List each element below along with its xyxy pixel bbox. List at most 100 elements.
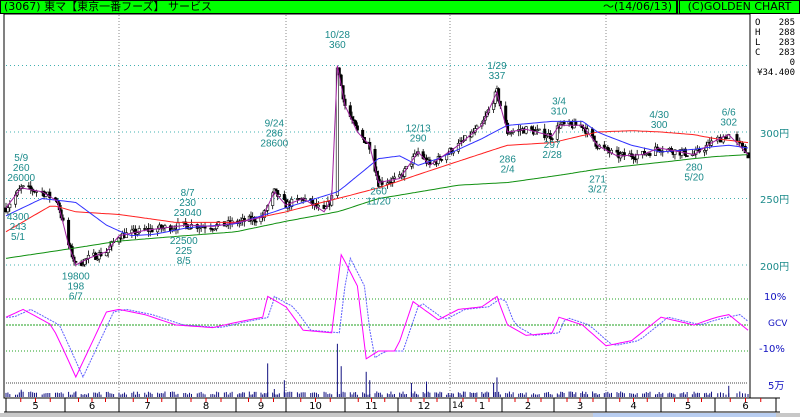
ma-fast-line	[5, 65, 749, 266]
candle-body	[380, 180, 384, 185]
candle-body	[509, 132, 513, 134]
price-annotation: 2/4	[501, 165, 515, 176]
axis-label-gcv-minus10: -10%	[759, 344, 785, 355]
candle-body	[203, 226, 207, 229]
candle-body	[550, 138, 554, 140]
candle-body	[209, 227, 213, 230]
price-annotation: 4/30	[649, 110, 669, 121]
axis-label-gcv: GCV	[768, 319, 788, 329]
candle-body	[34, 191, 38, 193]
candle-body	[150, 228, 154, 233]
month-label: 1	[479, 401, 485, 412]
price-annotation: 302	[720, 117, 737, 128]
copyright: (C)GOLDEN CHART	[687, 0, 792, 13]
gcv-line	[5, 253, 749, 379]
month-label: 6	[89, 401, 95, 412]
candle-body	[602, 144, 606, 148]
candle-body	[631, 156, 635, 160]
candle-body	[137, 228, 141, 234]
candle-body	[398, 174, 402, 178]
price-annotation: 225	[175, 246, 192, 257]
price-annotation: 11/20	[366, 197, 391, 208]
ma-short-line	[5, 120, 749, 237]
price-annotation: 23040	[174, 208, 202, 219]
candle-body	[389, 181, 393, 184]
candle-body	[440, 159, 444, 161]
candle-body	[277, 194, 281, 197]
month-label: 12	[418, 401, 431, 412]
axis-label-gcv-10: 10%	[764, 292, 787, 303]
candle-body	[537, 128, 541, 131]
candle-body	[222, 221, 226, 227]
gcv-signal-line	[6, 256, 749, 379]
candle-body	[104, 252, 108, 257]
month-label: 11	[365, 401, 378, 412]
candle-body	[743, 145, 747, 154]
candle-body	[117, 237, 121, 243]
low-value: 283	[778, 38, 795, 48]
candle-body	[130, 229, 134, 234]
candle-body	[197, 227, 201, 230]
price-annotation: 22500	[170, 236, 198, 247]
candle-body	[633, 158, 637, 161]
close-label: C	[755, 48, 761, 58]
month-label: 5	[32, 401, 38, 412]
candle-body	[492, 102, 496, 110]
price-annotation: 2/28	[542, 150, 562, 161]
candle-body	[475, 125, 479, 129]
ohlc-panel: O 285 H 288 L 283 C 283 0 ¥34.400	[755, 18, 795, 78]
candle-body	[355, 125, 359, 131]
price-annotation: 260	[13, 163, 30, 174]
price-annotation: 6/6	[722, 107, 736, 118]
stock-title: (3067) 東マ【東京一番フーズ】 サービス	[4, 0, 213, 13]
candle-body	[341, 85, 345, 100]
price-annotation: 1/29	[487, 61, 507, 72]
close-value: 283	[778, 48, 795, 58]
candle-body	[254, 220, 258, 223]
status-strip	[0, 413, 800, 417]
price-annotation: 28600	[260, 139, 288, 150]
price-annotation: 271	[589, 175, 606, 186]
month-label: 2	[525, 401, 531, 412]
price-annotation: 8/7	[181, 188, 195, 199]
month-label: 8	[203, 401, 209, 412]
price-annotation: 360	[329, 40, 346, 51]
candle-body	[135, 232, 139, 235]
turnover-value: ¥34.400	[757, 68, 795, 78]
scroll-thumb[interactable]	[593, 413, 776, 417]
candle-body	[29, 185, 33, 190]
candle-body	[591, 128, 595, 137]
month-label: 5	[685, 401, 691, 412]
price-annotation: 6/7	[69, 292, 83, 303]
candle-body	[504, 105, 508, 124]
open-value: 285	[778, 18, 795, 28]
price-annotation: 300	[651, 120, 668, 131]
candle-body	[81, 264, 85, 266]
price-annotation: 286	[499, 155, 516, 166]
candle-body	[21, 185, 25, 188]
price-annotation: 26000	[7, 173, 35, 184]
month-label: 7	[144, 401, 150, 412]
month-label: 6	[742, 401, 748, 412]
candle-body	[740, 142, 744, 147]
candle-body	[316, 204, 320, 208]
candle-body	[188, 228, 192, 230]
price-annotation: 5/9	[14, 153, 28, 164]
candle-body	[657, 148, 661, 152]
high-value: 288	[778, 28, 795, 38]
candle-body	[95, 258, 99, 261]
candle-body	[186, 224, 190, 230]
candle-body	[124, 232, 128, 239]
price-annotation: 286	[266, 129, 283, 140]
price-annotation: 337	[489, 71, 506, 82]
candle-body	[354, 120, 358, 127]
price-annotation: 230	[179, 198, 196, 209]
candle-body	[703, 150, 707, 153]
price-annotation: 19800	[62, 272, 90, 283]
candle-body	[392, 176, 396, 179]
price-annotation: 9/24	[265, 119, 285, 130]
price-annotation: 3/4	[552, 97, 566, 108]
month-label: 9	[258, 401, 264, 412]
price-annotation: 12/13	[406, 123, 431, 134]
